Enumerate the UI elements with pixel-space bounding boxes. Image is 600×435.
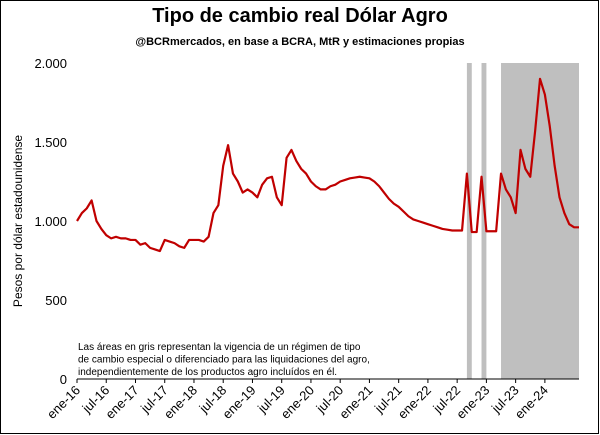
- shaded-period: [481, 63, 487, 379]
- y-tick-label: 2.000: [34, 56, 67, 71]
- y-tick-label: 1.500: [34, 135, 67, 150]
- note: Las áreas en gris representan la vigenci…: [78, 342, 361, 353]
- note: de cambio especial o diferenciado para l…: [78, 355, 370, 366]
- y-axis-label: Pesos por dólar estadounidense: [11, 135, 25, 307]
- data-line: [76, 77, 579, 253]
- chart-subtitle: @BCRmercados, en base a BCRA, MtR y esti…: [135, 36, 464, 48]
- y-tick-label: 500: [45, 293, 67, 308]
- y-tick-label: 1.000: [34, 214, 67, 229]
- shaded-period: [501, 63, 579, 379]
- shaded-period: [466, 63, 472, 379]
- y-tick-label: 0: [60, 372, 67, 387]
- note: independientemente de los productos agro…: [78, 367, 337, 378]
- chart-title: Tipo de cambio real Dólar Agro: [152, 5, 448, 27]
